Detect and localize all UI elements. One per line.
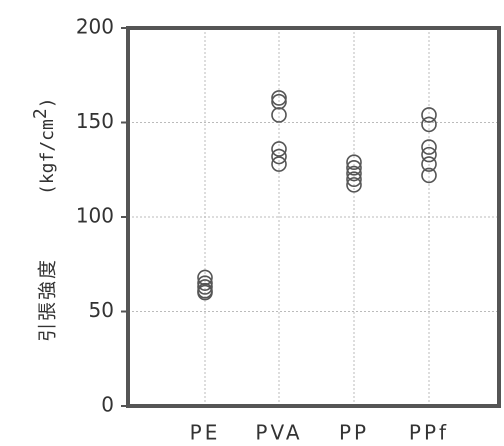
data-point-pva-0 — [271, 90, 287, 106]
x-category-label-ppf: PPf — [409, 421, 449, 445]
data-point-pva-3 — [271, 141, 287, 157]
x-axis-categories: PE PVA PP PPf — [190, 421, 449, 445]
data-point-ppf-4 — [421, 156, 437, 172]
data-point-ppf-1 — [421, 116, 437, 133]
grid-lines — [128, 28, 499, 406]
x-category-label-pva: PVA — [255, 421, 302, 445]
y-tick-label-1: 50 — [89, 298, 114, 322]
data-point-pe-2 — [197, 279, 213, 295]
data-point-ppf-3 — [421, 146, 437, 163]
x-category-label-pp: PP — [339, 421, 369, 445]
x-category-label-pe: PE — [190, 421, 221, 445]
data-point-pp-0 — [346, 154, 362, 170]
data-point-pe-1 — [197, 275, 213, 291]
y-tick-label-0: 0 — [101, 393, 114, 417]
y-tick-label-2: 100 — [76, 204, 114, 228]
data-point-pva-2 — [271, 107, 287, 123]
data-point-ppf-0 — [421, 107, 437, 123]
y-axis-label-main: 引張強度 — [37, 258, 59, 342]
y-tick-label-4: 200 — [76, 15, 114, 39]
data-point-pva-5 — [271, 156, 287, 172]
data-point-pp-2 — [346, 165, 362, 182]
data-point-pe-4 — [197, 284, 213, 301]
y-axis-ticks: 0 50 100 150 200 — [76, 15, 128, 417]
data-point-pp-1 — [346, 160, 362, 176]
data-point-pp-3 — [346, 171, 362, 187]
data-point-ppf-2 — [421, 139, 437, 155]
data-point-pva-4 — [271, 148, 287, 165]
data-points — [197, 90, 437, 301]
data-point-pp-4 — [346, 177, 362, 193]
data-point-ppf-5 — [421, 167, 437, 184]
y-axis-unit-text: (kgf/cm — [37, 119, 58, 195]
y-axis-label-unit: (kgf/cm2) — [30, 97, 58, 195]
y-axis-unit-superscript: 2 — [30, 108, 51, 119]
y-axis-unit-close: ) — [37, 97, 58, 108]
y-tick-label-3: 150 — [76, 109, 114, 133]
y-axis-label: 引張強度 (kgf/cm2) — [30, 97, 59, 342]
